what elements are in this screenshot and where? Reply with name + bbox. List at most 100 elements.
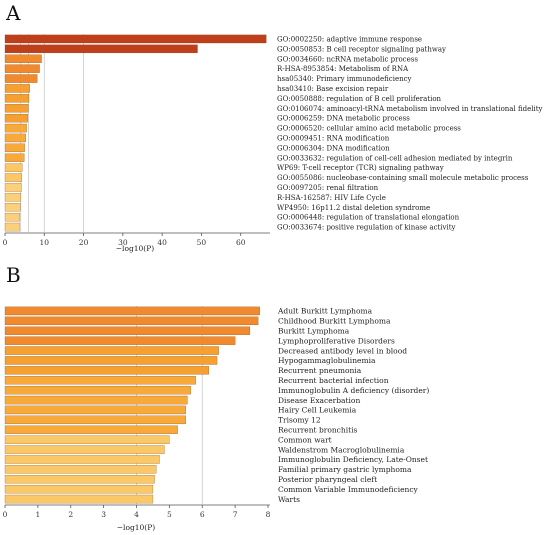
panel-b-bar <box>4 336 236 345</box>
panel-a-x-tick-label: 40 <box>157 238 167 247</box>
panel-a-x-tick-label: 30 <box>118 238 128 247</box>
panel-b-bar-label: Recurrent bacterial infection <box>278 376 389 385</box>
panel-a-bar-label: GO:0009451: RNA modification <box>277 134 390 142</box>
panel-b-bar <box>4 395 188 405</box>
panel-b-x-tick-label: 8 <box>266 510 271 519</box>
panel-a-bar-label: GO:0097205: renal filtration <box>277 184 379 192</box>
panel-b-bar-label: Recurrent pneumonia <box>278 366 362 375</box>
panel-b-bar <box>4 484 154 494</box>
panel-a-bar-label: R-HSA-162587: HIV Life Cycle <box>277 194 386 202</box>
panel-a-bar <box>4 203 21 212</box>
panel-a-bar <box>4 173 23 182</box>
panel-a-bar-label: hsa05340: Primary immunodeficiency <box>277 75 412 83</box>
panel-b-x-tick-label: 2 <box>68 510 73 519</box>
panel-a-bar-label: R-HSA-8953854: Metabolism of RNA <box>277 65 409 73</box>
panel-a-bar-label: GO:0050853: B cell receptor signaling pa… <box>277 45 446 53</box>
panel-a-letter: A <box>5 1 21 25</box>
panel-a-bar <box>4 222 20 232</box>
panel-a-x-tick-label: 20 <box>79 238 89 247</box>
panel-a-bar-label: GO:0002250: adaptive immune response <box>277 35 422 43</box>
panel-a-bar <box>4 163 23 172</box>
panel-a-xlabel: −log10(P) <box>116 244 155 253</box>
panel-b-bar-label: Common wart <box>278 435 332 444</box>
panel-a-bar <box>4 34 267 44</box>
panel-a-x-tick-label: 0 <box>3 238 8 247</box>
panel-a-bar-label: GO:0033674: positive regulation of kinas… <box>277 224 456 232</box>
panel-a-bar <box>4 113 28 123</box>
panel-a-x-tick-label: 10 <box>40 238 50 247</box>
panel-a-bar <box>4 183 22 192</box>
panel-b-x-tick-label: 1 <box>35 510 40 519</box>
panel-a-bar <box>4 153 25 162</box>
panel-b-bar-label: Hypogammaglobulinemia <box>278 356 376 365</box>
panel-a-bar <box>4 123 27 133</box>
panel-b-bar <box>4 445 165 454</box>
panel-b-bar-label: Childhood Burkitt Lymphoma <box>278 317 391 326</box>
panel-b-bar-label: Trisomy 12 <box>278 416 321 425</box>
panel-b-bar <box>4 465 157 474</box>
panel-a-bar-label: GO:0006448: regulation of translational … <box>277 214 460 222</box>
panel-b-bar-label: Hairy Cell Leukemia <box>278 406 357 415</box>
panel-b-bar <box>4 455 160 464</box>
panel-a-x-tick-label: 50 <box>197 238 207 247</box>
panel-a-bar <box>4 54 42 63</box>
panel-b-bar-label: Familial primary gastric lymphoma <box>278 465 412 474</box>
panel-b-bar <box>4 385 191 395</box>
panel-b-bar <box>4 356 218 365</box>
panel-b-bar-label: Waldenstrom Macroglobulinemia <box>278 445 405 454</box>
panel-b-bar-label: Common Variable Immunodeficiency <box>278 485 419 494</box>
panel-b-bar-label: Disease Exacerbation <box>278 396 360 405</box>
panel-b-bar-label: Immunoglobulin A deficiency (disorder) <box>278 386 429 395</box>
panel-b-bar-label: Decreased antibody level in blood <box>278 346 407 355</box>
panel-a-bar-label: GO:0055086: nucleobase-containing small … <box>277 174 529 182</box>
panel-b-x-tick-label: 3 <box>101 510 106 519</box>
panel-b-bar <box>4 326 251 335</box>
panel-b-bar <box>4 435 170 444</box>
panel-a-bar-label: GO:0006520: cellular amino acid metaboli… <box>277 125 461 133</box>
panel-a-bar <box>4 94 30 103</box>
panel-a-bar <box>4 74 38 83</box>
panel-b-bar <box>4 405 186 415</box>
panel-b-bar-label: Adult Burkitt Lymphoma <box>277 307 373 316</box>
panel-b-bar <box>4 475 155 484</box>
panel-b-bar-label: Lymphoproliferative Disorders <box>278 336 395 345</box>
panel-b-bar-label: Recurrent bronchitis <box>278 425 358 434</box>
panel-a-bar <box>4 143 25 153</box>
panel-b-xlabel: −log10(P) <box>117 523 156 532</box>
panel-a-bar-label: GO:0034660: ncRNA metabolic process <box>277 55 418 63</box>
panel-a-bar <box>4 212 21 222</box>
panel-a-x-tick-label: 60 <box>236 238 246 247</box>
panel-a-bar <box>4 104 29 113</box>
panel-b-bar-label: Immunoglobulin Deficiency, Late-Onset <box>278 455 428 464</box>
panel-b-bar <box>4 415 186 425</box>
panel-b-bar <box>4 346 219 355</box>
panel-a-bar-label: GO:0006259: DNA metabolic process <box>277 115 410 123</box>
panel-b-x-tick-label: 7 <box>233 510 238 519</box>
panel-a-bar-label: GO:0106074: aminoacyl-tRNA metabolism in… <box>277 105 543 113</box>
panel-a-bar <box>4 193 21 202</box>
panel-b-x-tick-label: 0 <box>3 510 8 519</box>
panel-b-bar <box>4 425 178 434</box>
panel-a-bar-label: GO:0050888: regulation of B cell prolife… <box>277 95 442 103</box>
panel-b-x-tick-label: 4 <box>134 510 139 519</box>
panel-a-bar <box>4 84 30 93</box>
panel-b-bar-label: Burkitt Lymphoma <box>278 326 350 335</box>
panel-a-bar-label: WP69: T-cell receptor (TCR) signaling pa… <box>277 164 444 172</box>
panel-b-bar <box>4 366 209 375</box>
panel-a-bar-label: GO:0006304: DNA modification <box>277 144 390 152</box>
panel-b-bar <box>4 316 259 326</box>
panel-b-letter: B <box>6 263 21 287</box>
panel-b-bar-label: Posterior pharyngeal cleft <box>278 475 377 484</box>
panel-a-bar <box>4 64 40 73</box>
panel-a-chart: GO:0002250: adaptive immune response GO:0… <box>3 34 543 247</box>
panel-a-bar-label: WP4950: 16p11.2 distal deletion syndrome <box>277 204 430 212</box>
panel-b-x-tick-label: 6 <box>200 510 205 519</box>
panel-b-bar <box>4 376 196 385</box>
panel-a-bar <box>4 133 26 143</box>
panel-a-bar-label: hsa03410: Base excision repair <box>277 85 389 93</box>
panel-b-bar-label: Warts <box>278 495 300 504</box>
panel-b-bar <box>4 306 260 316</box>
panel-a-bar-label: GO:0033632: regulation of cell-cell adhe… <box>277 154 513 162</box>
